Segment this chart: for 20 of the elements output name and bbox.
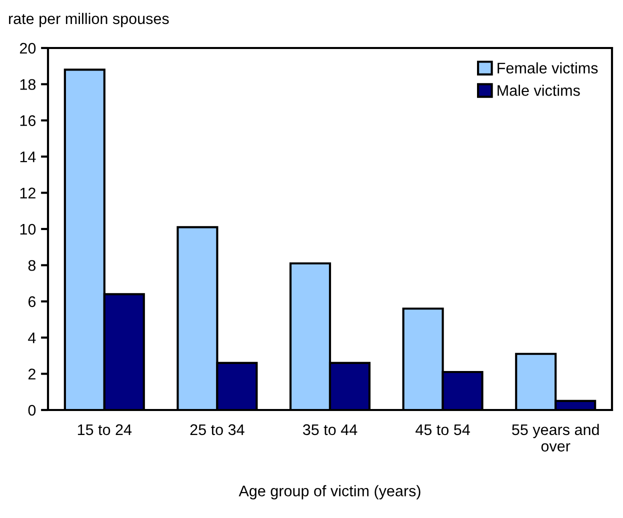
y-tick-label: 2 [28, 368, 36, 380]
y-tick-label: 12 [20, 188, 36, 198]
x-tick-label: 15 to 24 [78, 424, 132, 436]
y-tick-label: 20 [20, 42, 36, 54]
y-tick-label: 8 [28, 260, 36, 271]
legend-label: Female victims [498, 62, 598, 74]
legend-label: Male victims [498, 84, 580, 96]
x-axis-title: Age group of victim (years) [238, 485, 420, 500]
y-tick-label: 4 [28, 332, 36, 344]
y-tick-label: 6 [28, 296, 36, 308]
x-tick-label: 25 to 34 [190, 424, 244, 436]
y-axis-title: rate per million spouses [9, 12, 169, 28]
y-tick-label: 18 [20, 79, 36, 90]
x-tick-label: 35 to 44 [302, 424, 358, 436]
x-tick-label: 55 years and over [512, 424, 599, 452]
y-tick-label: 0 [28, 404, 36, 416]
y-tick-label: 10 [20, 224, 36, 235]
y-tick-label: 14 [20, 152, 36, 162]
x-tick-label: 45 to 54 [416, 424, 470, 436]
y-tick-label: 16 [20, 115, 36, 126]
